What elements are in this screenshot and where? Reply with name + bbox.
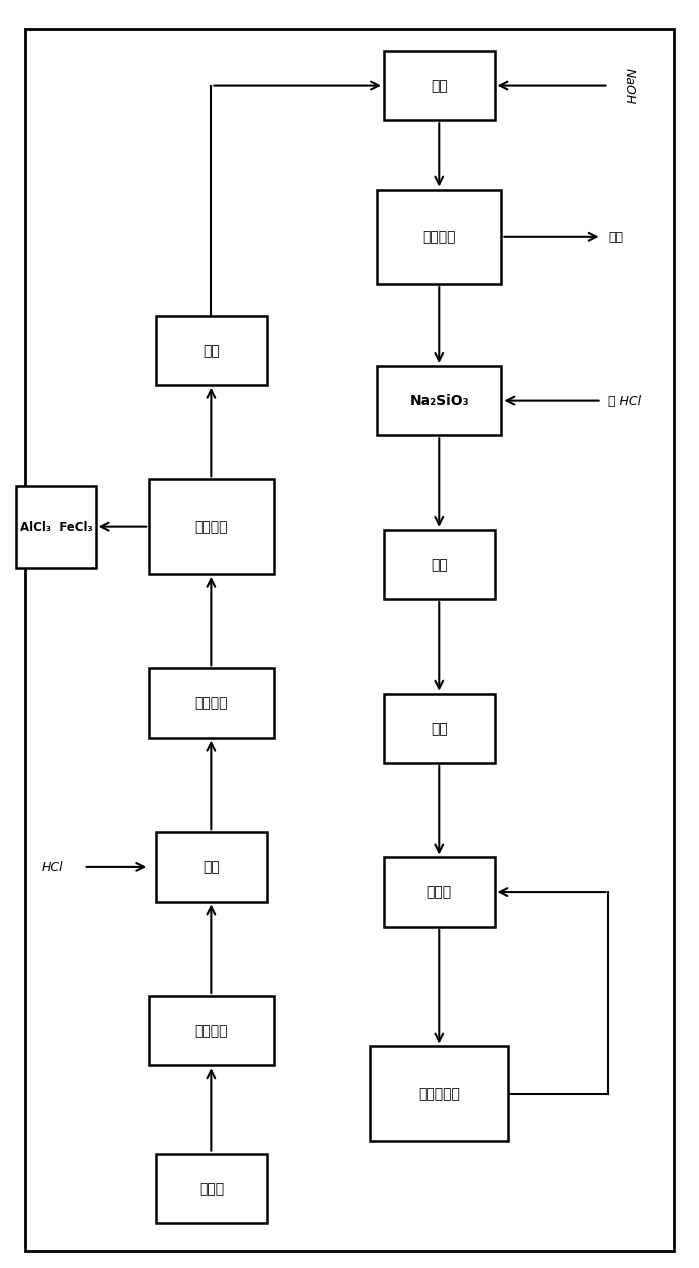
- Text: 聚硅酸铝铁: 聚硅酸铝铁: [418, 1087, 460, 1101]
- Text: 沉液: 沉液: [609, 231, 624, 243]
- Text: 反应: 反应: [431, 79, 447, 93]
- Text: AlCl₃  FeCl₃: AlCl₃ FeCl₃: [20, 520, 92, 534]
- Text: Na₂SiO₃: Na₂SiO₃: [410, 394, 469, 408]
- FancyBboxPatch shape: [156, 1154, 266, 1222]
- Text: HCl: HCl: [41, 861, 63, 874]
- Text: 粉碎过筛: 粉碎过筛: [194, 1023, 228, 1037]
- FancyBboxPatch shape: [377, 190, 501, 284]
- Text: 聚合: 聚合: [431, 721, 447, 735]
- FancyBboxPatch shape: [25, 29, 674, 1252]
- Text: 沉降过程: 沉降过程: [422, 231, 456, 245]
- Text: 焙烧: 焙烧: [203, 860, 219, 874]
- FancyBboxPatch shape: [384, 857, 494, 927]
- FancyBboxPatch shape: [149, 668, 273, 738]
- Text: NaOH: NaOH: [622, 68, 635, 104]
- Text: 聚硅酸: 聚硅酸: [426, 885, 452, 899]
- FancyBboxPatch shape: [377, 366, 501, 436]
- FancyBboxPatch shape: [156, 316, 266, 385]
- FancyBboxPatch shape: [16, 486, 96, 568]
- FancyBboxPatch shape: [149, 479, 273, 574]
- FancyBboxPatch shape: [384, 530, 494, 600]
- FancyBboxPatch shape: [384, 52, 494, 120]
- FancyBboxPatch shape: [149, 997, 273, 1065]
- Text: 酸溶搅拌: 酸溶搅拌: [194, 696, 228, 710]
- FancyBboxPatch shape: [156, 832, 266, 902]
- Text: 稀 HCl: 稀 HCl: [609, 394, 642, 407]
- Text: 反应: 反应: [431, 558, 447, 572]
- Text: 沉液: 沉液: [203, 344, 219, 358]
- FancyBboxPatch shape: [370, 1046, 508, 1141]
- Text: 煤矸石: 煤矸石: [199, 1182, 224, 1196]
- Text: 沉降过程: 沉降过程: [194, 520, 228, 534]
- FancyBboxPatch shape: [384, 694, 494, 763]
